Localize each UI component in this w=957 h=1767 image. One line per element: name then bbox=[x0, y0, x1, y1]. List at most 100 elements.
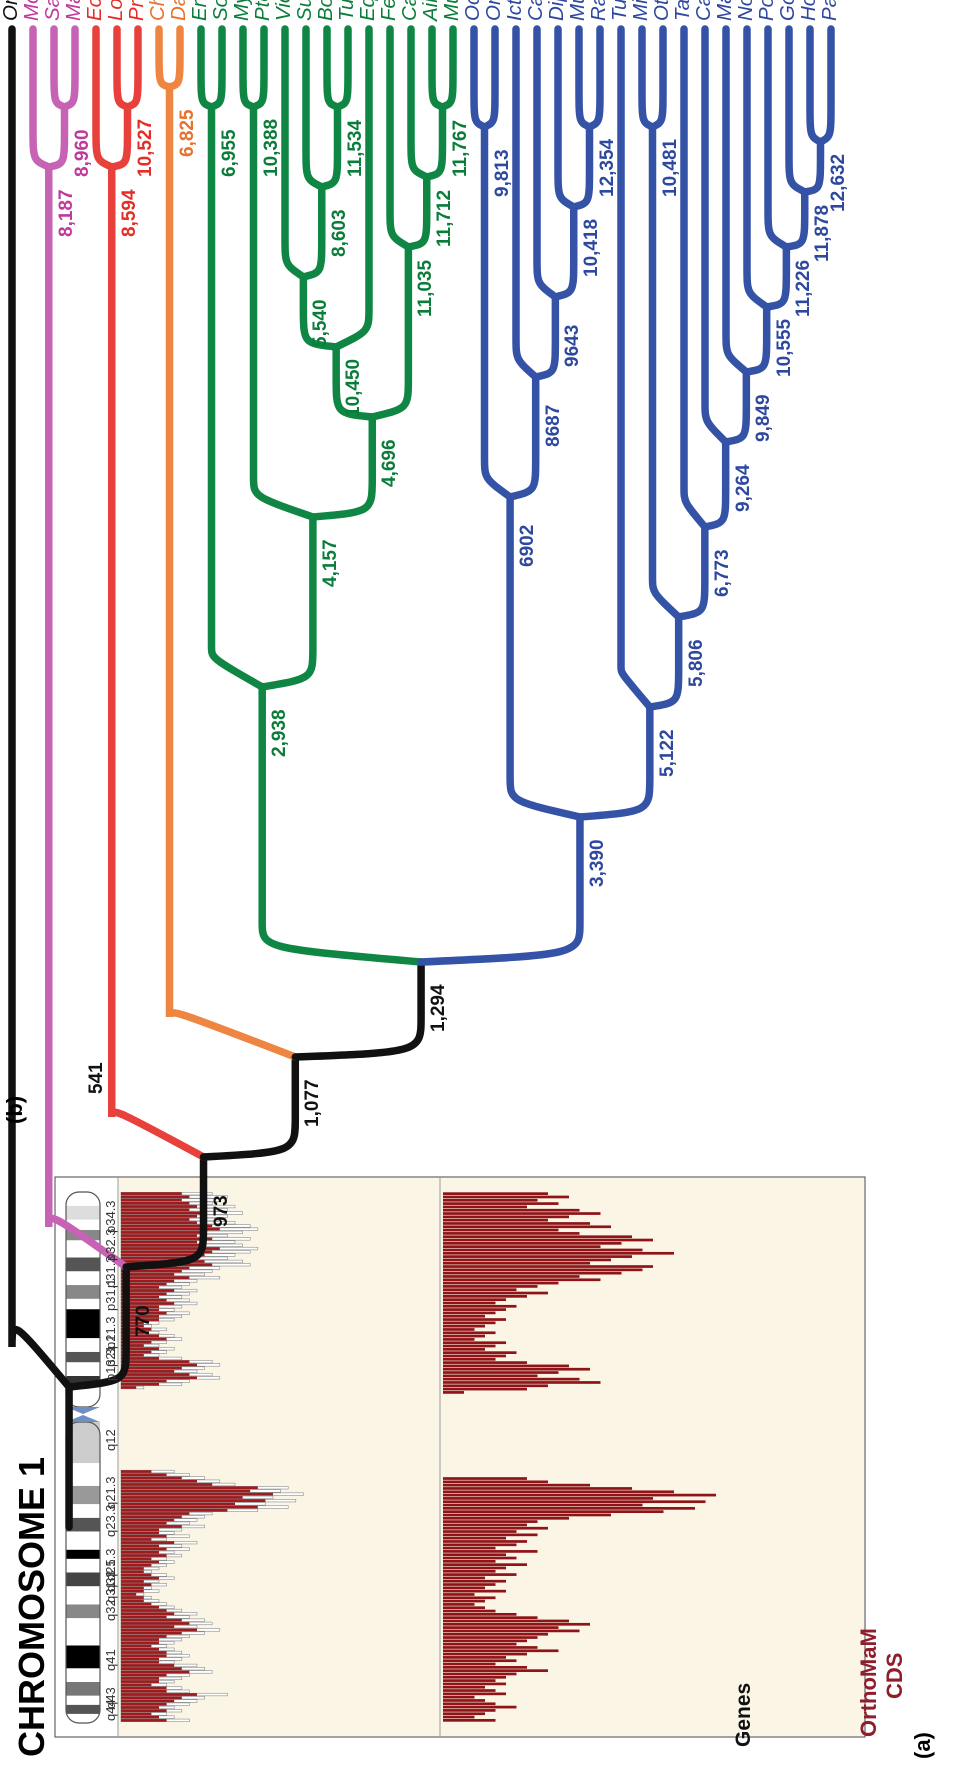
tree-branch bbox=[576, 703, 654, 821]
taxon-label: Gorilla [12,488] bbox=[776, 0, 799, 21]
taxon-name: Otolemur bbox=[650, 0, 673, 21]
tree-branch bbox=[762, 243, 791, 311]
ideogram-q-arm-band bbox=[66, 1668, 100, 1682]
taxon-name: Pongo bbox=[755, 0, 778, 21]
tree-branch bbox=[113, 25, 132, 111]
cds-bar bbox=[443, 1222, 590, 1225]
tree-branch bbox=[291, 958, 425, 1061]
genes-ortho-bar bbox=[121, 1231, 205, 1234]
cds-bar bbox=[443, 1212, 601, 1215]
genes-ortho-bar bbox=[121, 1195, 190, 1199]
taxon-name: Procavia bbox=[125, 0, 148, 21]
ideogram bbox=[65, 1191, 101, 1724]
taxon-name: Echinops bbox=[83, 0, 106, 21]
ideogram-p-arm-band bbox=[66, 1386, 100, 1407]
cds-bar bbox=[443, 1659, 517, 1663]
cds-bar bbox=[443, 1715, 475, 1719]
cds-bar bbox=[443, 1662, 496, 1666]
genes-ortho-bar bbox=[121, 1715, 159, 1719]
cds-bar bbox=[443, 1656, 506, 1659]
taxon-label: Ictidomys [11,171] bbox=[503, 0, 526, 21]
genes-ortho-bar bbox=[121, 1699, 175, 1703]
taxon-label: Mus [13,370] bbox=[566, 0, 589, 21]
cds-bar bbox=[443, 1314, 485, 1318]
cds-bar bbox=[443, 1589, 506, 1593]
taxon-name: Cavia bbox=[524, 0, 547, 21]
genes-ortho-bar bbox=[121, 1376, 197, 1380]
tree-branch bbox=[648, 123, 683, 621]
tree-branch bbox=[155, 25, 174, 91]
cds-bar bbox=[443, 1566, 506, 1570]
node-count-label: 5,540 bbox=[310, 299, 332, 347]
cds-bar bbox=[443, 1506, 695, 1510]
taxon-name: Ictidomys bbox=[503, 0, 526, 21]
genes-ortho-bar bbox=[121, 1528, 159, 1532]
tree-branch bbox=[60, 25, 79, 111]
cds-bar bbox=[443, 1268, 643, 1272]
cds-bar bbox=[443, 1612, 517, 1616]
cds-bar bbox=[443, 1344, 496, 1348]
cds-bar bbox=[443, 1331, 496, 1335]
tree-branch bbox=[742, 303, 771, 376]
cds-bar bbox=[443, 1490, 674, 1494]
genes-ortho-bar bbox=[121, 1237, 213, 1241]
centromere-icon bbox=[66, 1407, 100, 1422]
tree-branch bbox=[785, 25, 809, 196]
genes-ortho-bar bbox=[121, 1363, 197, 1367]
genes-ortho-bar bbox=[121, 1295, 159, 1299]
cds-bar bbox=[443, 1692, 506, 1696]
taxon-label: Nomascus [12,325] bbox=[734, 0, 757, 21]
genes-ortho-bar bbox=[121, 1593, 137, 1596]
cds-bar bbox=[443, 1364, 569, 1368]
taxon-name: Tupaia bbox=[608, 0, 631, 21]
cds-bar bbox=[443, 1596, 496, 1600]
chromosome-title: CHROMOSOME 1 bbox=[11, 1456, 52, 1757]
cds-bar bbox=[443, 1208, 580, 1212]
cds-bar bbox=[443, 1679, 496, 1682]
node-count-label: 8687 bbox=[542, 404, 564, 447]
cds-bar bbox=[443, 1311, 496, 1315]
tree-branch bbox=[575, 25, 594, 131]
tree-branch bbox=[585, 25, 604, 131]
cds-bar bbox=[443, 1712, 485, 1716]
cds-bar bbox=[443, 1192, 548, 1196]
genes-ortho-bar bbox=[121, 1211, 205, 1215]
cds-bar bbox=[443, 1559, 496, 1563]
genes-ortho-bar bbox=[121, 1599, 144, 1603]
tree-branch bbox=[332, 25, 373, 351]
band-label: q44 bbox=[103, 1699, 118, 1721]
cds-bar bbox=[443, 1546, 496, 1550]
cds-bar bbox=[443, 1235, 632, 1239]
node-count-label: 11,226 bbox=[793, 259, 815, 317]
node-count-label: 10,481 bbox=[659, 138, 681, 197]
cds-bar bbox=[443, 1487, 632, 1490]
cds-bar bbox=[443, 1599, 485, 1603]
cds-bar bbox=[443, 1241, 622, 1245]
taxon-label: Echinops [10,227] bbox=[83, 0, 106, 21]
genes-ortho-bar bbox=[121, 1689, 167, 1693]
tree-branch bbox=[207, 103, 266, 691]
taxon-label: Macaca [12,193] bbox=[713, 0, 736, 21]
node-count-label: 5,122 bbox=[656, 729, 678, 777]
tree-branch bbox=[92, 25, 116, 171]
tree-branch bbox=[554, 25, 578, 211]
cds-bar bbox=[443, 1593, 475, 1596]
genes-ortho-bar bbox=[121, 1505, 258, 1509]
genes-ortho-bar bbox=[121, 1544, 159, 1548]
cds-bar bbox=[443, 1536, 506, 1540]
genes-ortho-bar bbox=[121, 1214, 197, 1218]
cds-bar bbox=[443, 1533, 538, 1537]
taxon-name: Dipodomys bbox=[545, 0, 568, 21]
node-count-label: 11,878 bbox=[811, 204, 833, 262]
cds-bar bbox=[443, 1228, 559, 1232]
node-count-label: 770 bbox=[133, 1305, 155, 1337]
cds-bar bbox=[443, 1338, 475, 1341]
tree-branch bbox=[480, 123, 514, 501]
cds-bar bbox=[443, 1261, 590, 1265]
cds-bar bbox=[443, 1304, 517, 1308]
genes-ortho-bar bbox=[121, 1667, 182, 1670]
node-count-label: 3,390 bbox=[586, 839, 608, 887]
tree-branch bbox=[8, 25, 73, 1391]
genes-ortho-bar bbox=[121, 1489, 251, 1493]
taxon-label: Equus [12,315] bbox=[356, 0, 379, 21]
